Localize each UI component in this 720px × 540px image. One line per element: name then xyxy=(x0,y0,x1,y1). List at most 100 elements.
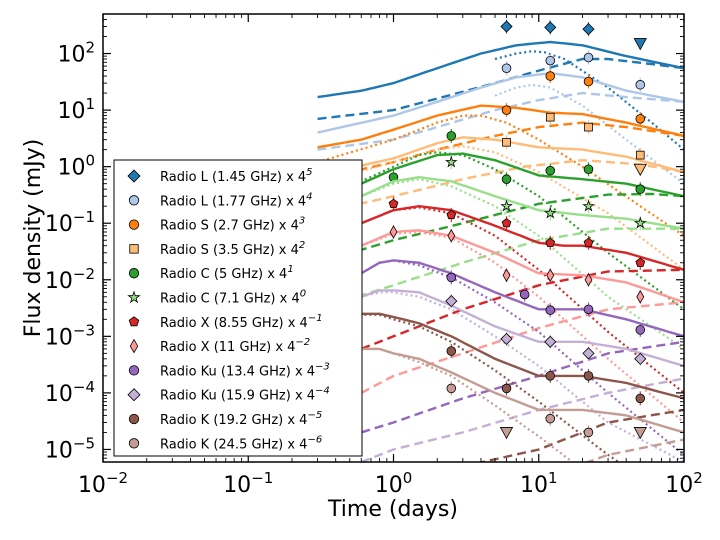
data-point xyxy=(545,112,555,122)
upper-limit-marker xyxy=(499,427,514,440)
data-point xyxy=(583,164,594,175)
data-point xyxy=(388,198,399,209)
y-tick-label: 10−5 xyxy=(45,434,95,463)
series-3 xyxy=(317,110,684,271)
legend-label: Radio X (8.55 GHz) x 4−1 xyxy=(160,313,323,331)
series-4 xyxy=(317,128,684,311)
data-point xyxy=(582,199,595,212)
legend-marker xyxy=(128,365,140,376)
model-reverse-shock-line xyxy=(360,230,684,424)
legend-marker xyxy=(128,316,140,327)
data-point xyxy=(583,304,594,315)
legend-marker xyxy=(129,244,139,254)
legend-entry: Radio X (11 GHz) x 4−2 xyxy=(129,337,310,355)
model-reverse-shock-line xyxy=(317,313,621,462)
data-point xyxy=(519,289,530,300)
data-point xyxy=(445,294,458,308)
data-point xyxy=(635,325,646,335)
y-tick-label: 10−4 xyxy=(45,378,95,407)
data-point xyxy=(546,268,555,283)
data-point xyxy=(544,335,557,348)
series-layer xyxy=(317,19,684,462)
model-total-line xyxy=(317,71,684,134)
legend-marker xyxy=(129,338,139,354)
legend-label: Radio X (11 GHz) x 4−2 xyxy=(160,337,310,355)
model-forward-shock-line xyxy=(360,377,684,462)
legend-marker xyxy=(127,169,141,183)
series-7 xyxy=(360,224,684,424)
model-forward-shock-line xyxy=(317,192,684,264)
data-point xyxy=(445,155,458,168)
legend-box xyxy=(113,159,363,457)
legend-label: Radio Ku (13.4 GHz) x 4−3 xyxy=(160,361,330,379)
model-forward-shock-line xyxy=(360,268,684,351)
x-tick-label: 10−2 xyxy=(78,469,128,498)
axes-ticks: 10−2 10−1 100 101 102 10−5 10−4 10−3 10−2 10−1 100… xyxy=(45,13,703,498)
data-point xyxy=(583,371,594,381)
x-tick-label: 102 xyxy=(665,469,703,498)
data-point xyxy=(582,347,595,360)
data-point xyxy=(500,20,513,33)
model-total-line xyxy=(360,229,684,304)
data-point xyxy=(501,63,512,73)
model-forward-shock-line xyxy=(317,158,684,215)
series-10 xyxy=(317,312,684,462)
data-point xyxy=(545,305,556,315)
data-point xyxy=(389,225,398,239)
legend-label: Radio C (7.1 GHz) x 40 xyxy=(160,289,306,307)
model-reverse-shock-line xyxy=(317,347,575,462)
series-6 xyxy=(360,196,684,394)
model-reverse-shock-line xyxy=(317,145,684,271)
data-point xyxy=(501,174,512,184)
data-point xyxy=(446,383,457,394)
data-point xyxy=(446,272,457,283)
legend-marker xyxy=(128,413,140,425)
data-point xyxy=(502,137,511,147)
data-point xyxy=(545,371,556,381)
legend-entry: Radio Ku (15.9 GHz) x 4−4 xyxy=(127,386,330,404)
legend-entry: Radio K (19.2 GHz) x 4−5 xyxy=(128,410,322,428)
y-axis-label: Flux density (mJy) xyxy=(21,139,46,337)
data-point xyxy=(543,206,557,219)
data-point xyxy=(584,122,593,132)
data-point xyxy=(584,272,593,287)
model-forward-shock-line xyxy=(360,340,684,434)
legend-label: Radio L (1.77 GHz) x 44 xyxy=(160,191,313,209)
data-point xyxy=(635,150,645,160)
data-point xyxy=(635,114,646,124)
data-point xyxy=(635,393,646,404)
data-point xyxy=(501,105,512,115)
model-reverse-shock-line xyxy=(317,151,684,311)
legend-label: Radio S (2.7 GHz) x 43 xyxy=(160,216,305,234)
model-total-line xyxy=(317,312,684,400)
series-8 xyxy=(360,259,684,456)
legend-label: Radio K (19.2 GHz) x 4−5 xyxy=(160,410,322,428)
series-11 xyxy=(317,347,684,462)
legend-entry: Radio X (8.55 GHz) x 4−1 xyxy=(128,313,323,331)
model-reverse-shock-line xyxy=(360,206,684,394)
data-point xyxy=(635,184,646,194)
upper-limit-marker xyxy=(633,38,647,51)
legend-marker xyxy=(127,290,141,304)
data-point xyxy=(446,209,457,220)
data-point xyxy=(634,216,647,229)
legend-label: Radio S (3.5 GHz) x 42 xyxy=(160,240,305,258)
legend-entry: Radio S (3.5 GHz) x 42 xyxy=(129,240,305,258)
model-total-line xyxy=(317,40,684,99)
model-total-line xyxy=(317,152,684,198)
data-point xyxy=(545,413,556,424)
series-9 xyxy=(360,289,684,462)
upper-limit-marker xyxy=(633,427,647,440)
legend-label: Radio C (5 GHz) x 41 xyxy=(160,264,294,282)
model-reverse-shock-line xyxy=(317,114,684,237)
legend-marker xyxy=(128,195,140,206)
data-point xyxy=(545,165,556,176)
series-5 xyxy=(317,155,684,350)
legend-entry: Radio L (1.77 GHz) x 44 xyxy=(128,191,313,209)
y-tick-label: 10−2 xyxy=(45,265,95,294)
data-point xyxy=(502,268,511,283)
y-tick-label: 100 xyxy=(57,152,95,181)
data-point xyxy=(500,332,513,346)
data-point xyxy=(545,237,556,247)
y-tick-label: 10−1 xyxy=(45,208,95,237)
